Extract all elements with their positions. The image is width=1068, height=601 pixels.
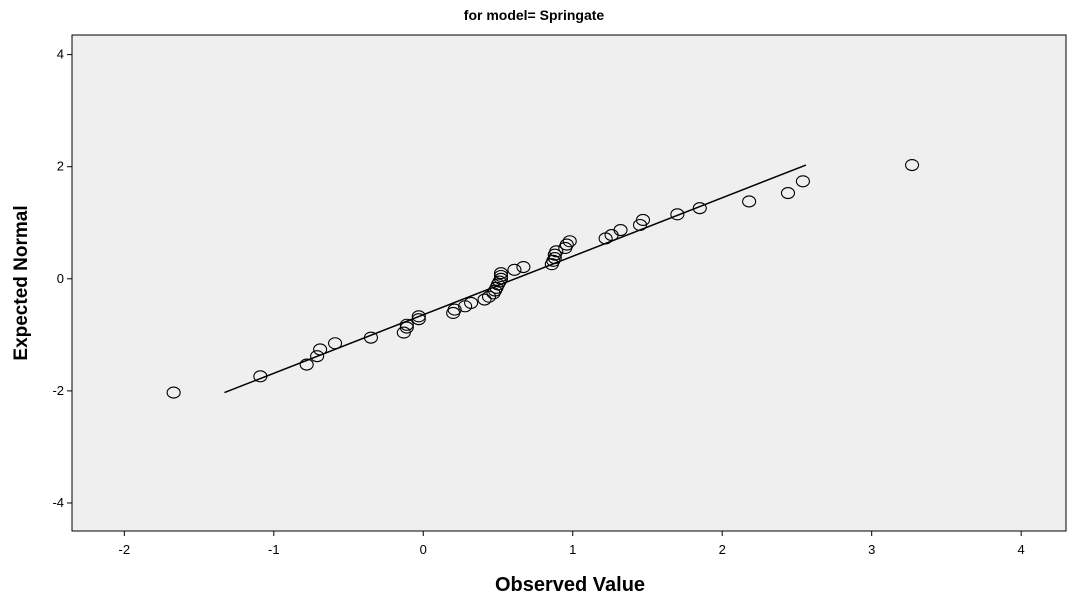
y-tick-label: 0	[57, 271, 64, 286]
data-point	[363, 331, 378, 344]
data-point	[547, 252, 562, 265]
chart-title: for model= Springate	[464, 7, 605, 23]
x-tick-label: 0	[420, 542, 427, 557]
data-point	[795, 175, 810, 188]
y-tick-label: -2	[52, 383, 64, 398]
data-point	[399, 321, 414, 334]
x-axis-label: Observed Value	[495, 574, 645, 596]
data-point	[516, 260, 531, 274]
x-tick-label: 2	[719, 542, 726, 557]
y-tick-label: 4	[57, 47, 64, 62]
data-point	[780, 186, 796, 200]
y-axis: 4 2 0 -2 -4	[52, 47, 72, 510]
x-tick-label: 4	[1018, 542, 1025, 557]
x-axis: -2 -1 0 1 2 3 4	[119, 531, 1025, 557]
data-point	[493, 269, 509, 283]
data-points	[166, 158, 920, 399]
data-point	[253, 370, 268, 383]
data-point	[447, 303, 462, 316]
plot-area	[71, 34, 1067, 532]
data-point	[549, 245, 564, 258]
x-tick-label: 3	[868, 542, 875, 557]
data-point	[493, 267, 509, 280]
data-point	[692, 202, 707, 215]
x-tick-label: -1	[268, 542, 280, 557]
x-tick-label: 1	[569, 542, 576, 557]
data-point	[670, 208, 685, 221]
data-point	[399, 318, 414, 331]
data-point	[411, 313, 426, 326]
data-point	[411, 310, 426, 323]
data-point	[166, 386, 181, 399]
data-point	[904, 158, 920, 172]
data-point	[313, 343, 328, 356]
data-point	[328, 337, 343, 350]
data-point	[742, 195, 757, 208]
data-point	[464, 296, 479, 309]
data-point	[477, 293, 492, 306]
y-axis-label: Expected Normal	[11, 205, 32, 360]
x-tick-label: -2	[119, 542, 131, 557]
data-point	[613, 223, 628, 237]
y-tick-label: 2	[57, 159, 64, 174]
data-point	[310, 350, 325, 363]
data-point	[562, 235, 577, 248]
data-point	[507, 263, 522, 276]
data-point	[299, 358, 314, 371]
data-point	[493, 272, 509, 285]
y-tick-label: -4	[52, 495, 64, 510]
data-point	[559, 238, 574, 251]
data-point	[635, 213, 651, 226]
